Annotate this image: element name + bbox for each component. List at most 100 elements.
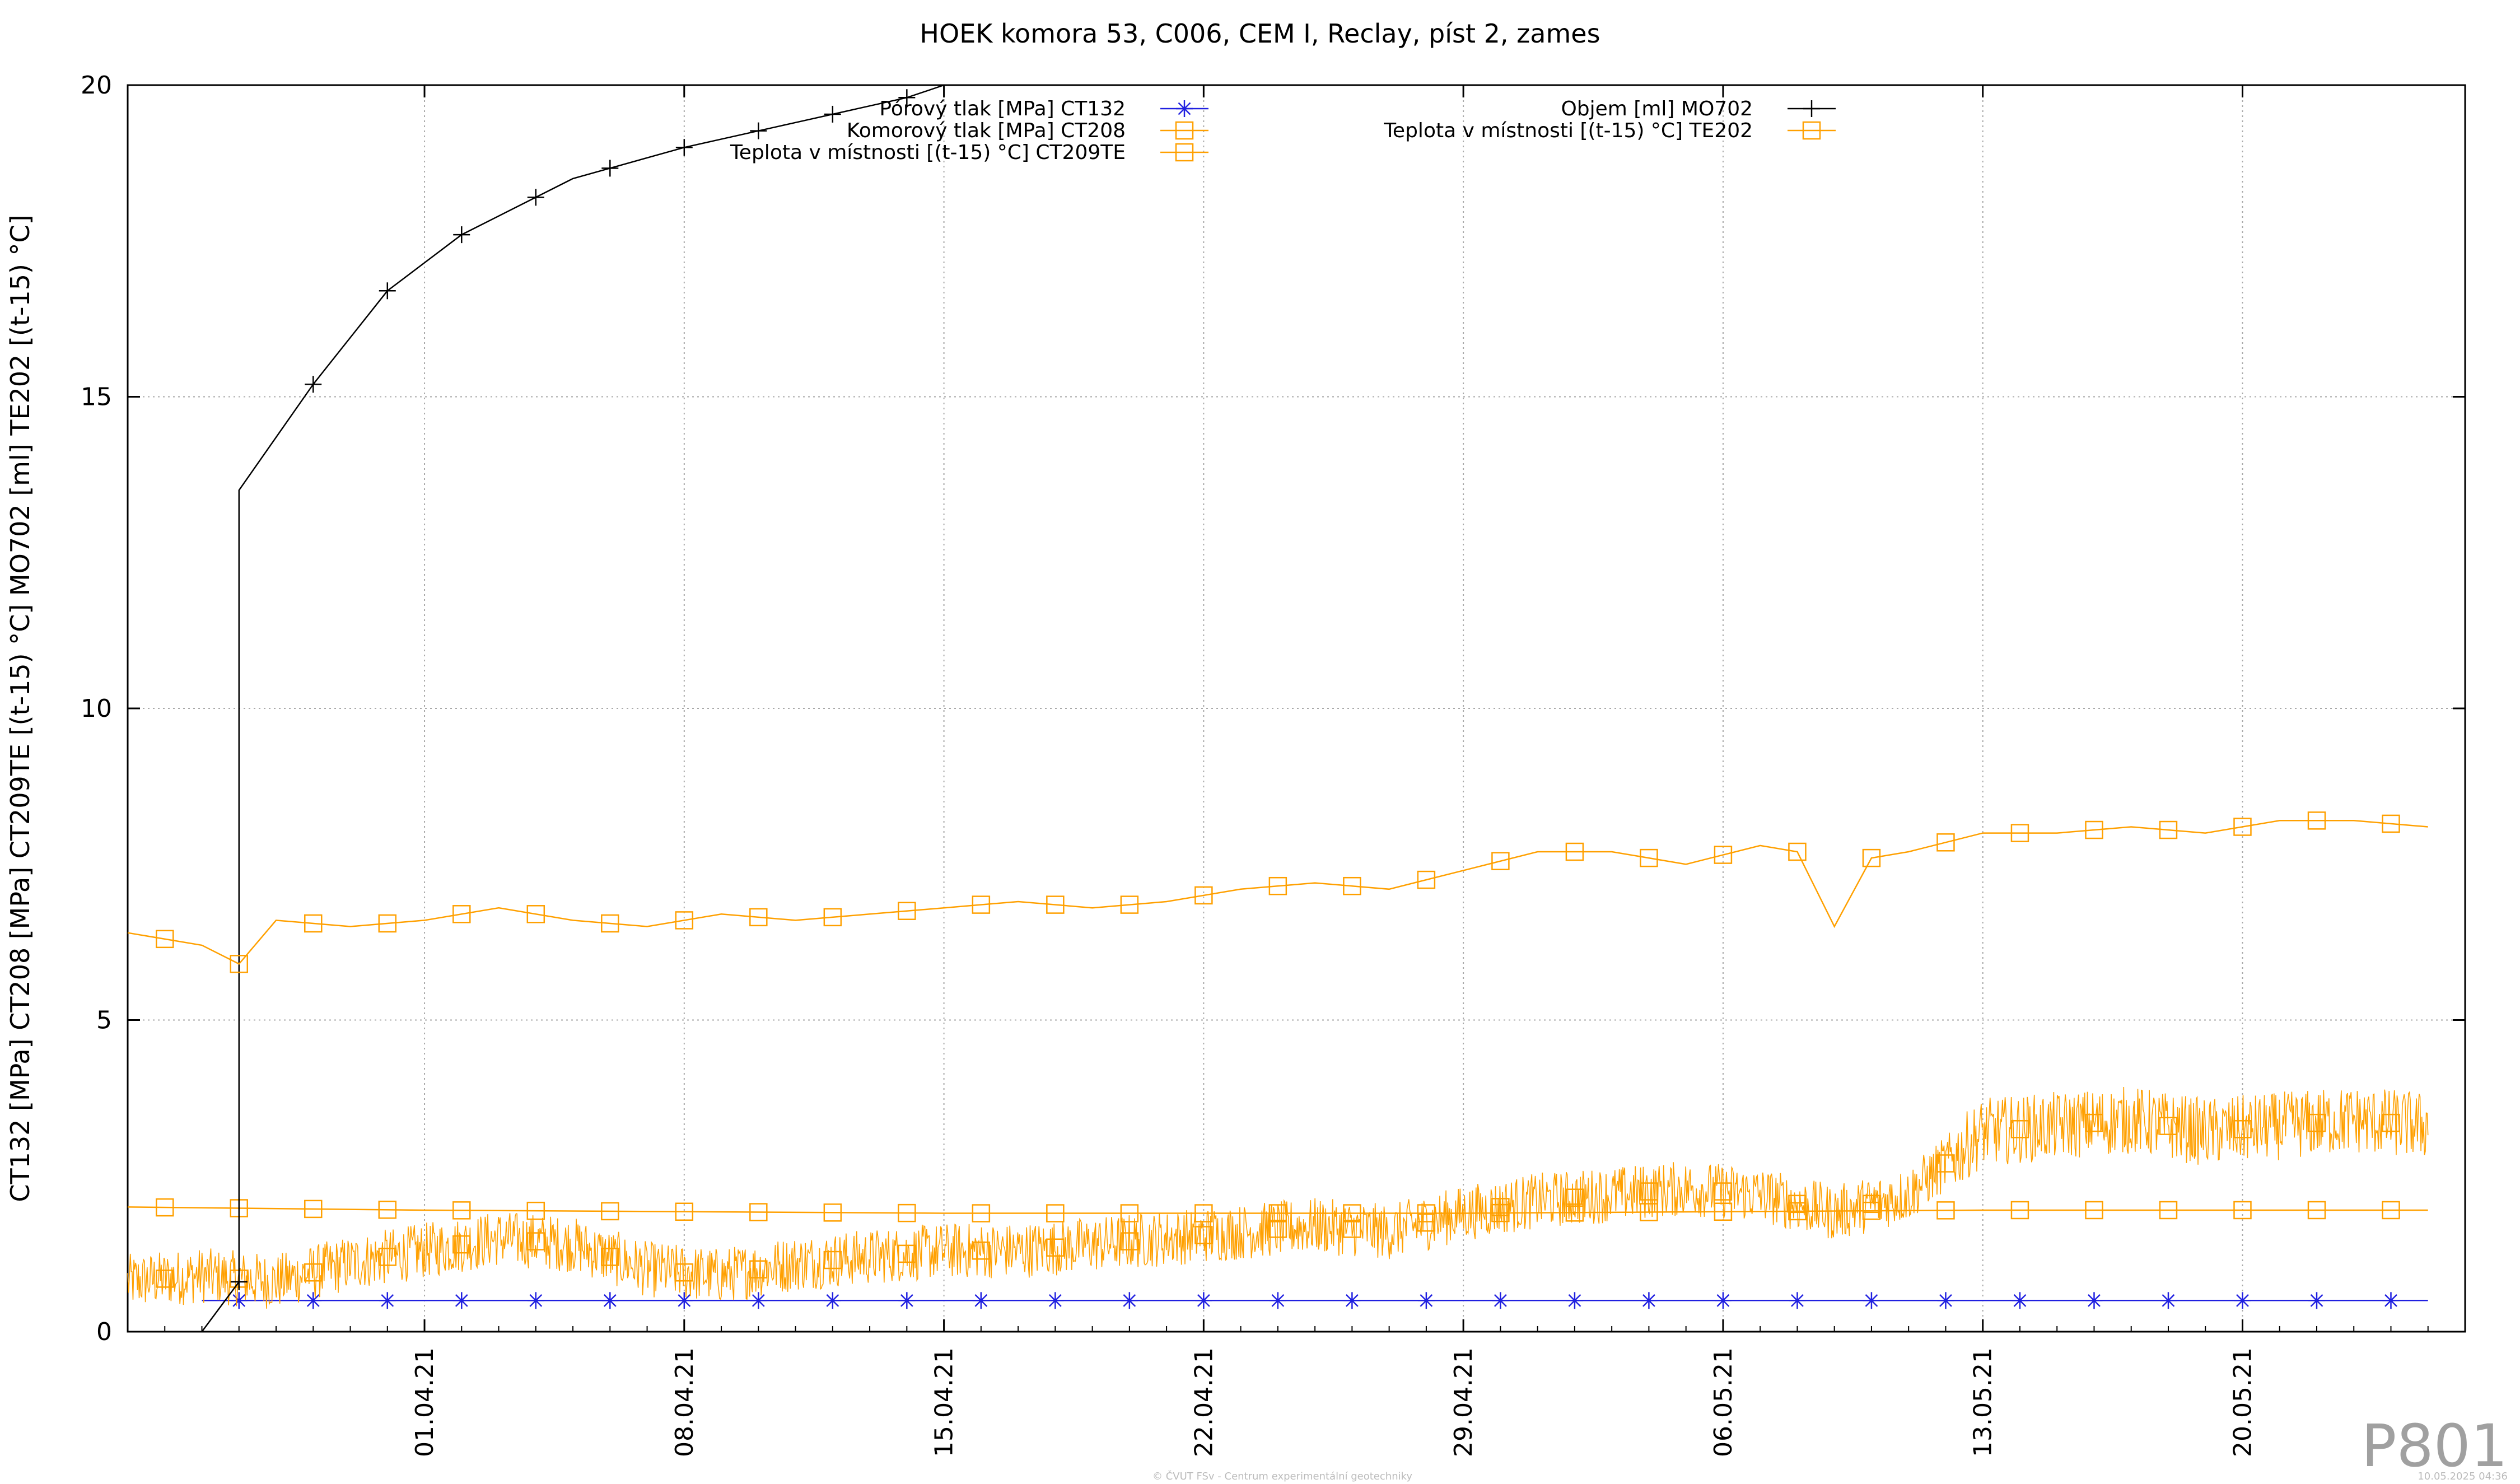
series-2-marker [2382,1113,2400,1132]
series-3-marker [156,1198,174,1217]
series-2-marker [972,1242,991,1260]
legend-label: Komorový tlak [MPa] CT208 [847,119,1126,142]
legend-marker [1176,100,1193,117]
series-2-marker [378,1248,397,1266]
series-1-marker [1121,1292,1138,1309]
series-1-marker [2085,1292,2103,1309]
series-5-marker [156,930,174,949]
series-4-marker [750,122,767,139]
series-1-marker [379,1292,396,1309]
series-5-marker [1268,876,1287,895]
series-1-marker [824,1292,841,1309]
series-1-marker [2011,1292,2028,1309]
y-tick-label: 15 [81,383,112,412]
series-4-line [201,84,944,1332]
series-5-marker [1565,842,1584,861]
series-5-marker [2233,818,2252,836]
watermark: P801 [2362,1412,2508,1480]
y-axis-ticks: 0 5 10 15 20 [81,71,2465,1346]
series-1-marker [972,1292,990,1309]
series-2-marker [1046,1238,1065,1257]
series-3-marker [1417,1204,1436,1222]
series-3-marker [823,1203,842,1222]
series-4-marker [305,376,322,393]
series-3-marker [1046,1204,1065,1222]
series-2-marker [601,1248,619,1266]
series-5-marker [601,914,619,933]
series-3-marker [898,1203,916,1222]
series-2 [127,1086,2429,1309]
series-1-marker [2159,1292,2177,1309]
x-tick-label: 06.05.21 [1709,1347,1738,1457]
series-5-marker [898,902,916,920]
series-5-marker [1491,852,1510,870]
series-3-marker [2010,1201,2029,1220]
series-3-marker [2382,1201,2400,1220]
series-5-marker [1120,895,1139,914]
series-1-marker [527,1292,544,1309]
legend-entry-5: Teplota v místnosti [(t-15) °C] TE202 [1383,119,1836,142]
series-1-marker [230,1292,248,1309]
series-1-marker [1640,1292,1658,1309]
series-3-marker [1194,1204,1213,1222]
series-1-marker [2234,1292,2251,1309]
series-3-marker [1714,1202,1733,1221]
series-3-marker [1788,1202,1807,1221]
legend-marker [1802,121,1821,140]
series-3-marker [1640,1203,1658,1221]
series-3-marker [2159,1201,2178,1220]
series-4-marker [527,189,544,206]
series-4-marker [230,1273,248,1290]
series-5-marker [230,955,249,973]
series-2-marker [304,1263,323,1282]
series-5-marker [823,908,842,927]
series-3-marker [2085,1201,2103,1220]
series-2-marker [1714,1182,1733,1201]
legend-label: Teplota v místnosti [(t-15) °C] TE202 [1383,119,1753,142]
series-3-marker [1936,1201,1955,1220]
series-1-marker [1863,1292,1880,1309]
series-2-marker [1936,1154,1955,1173]
series-2-marker [1194,1226,1213,1244]
series-5-marker [378,914,397,933]
series-5-marker [1417,870,1436,889]
series-4 [201,84,944,1332]
legend-marker [1803,100,1820,117]
series-2-line [127,1086,2429,1309]
footer-credit: © ČVUT FSv - Centrum experimentální geot… [1152,1470,1412,1482]
series-1-marker [1343,1292,1361,1309]
series-1 [202,1292,2428,1309]
series-1-marker [1269,1292,1286,1309]
series-2-marker [2159,1117,2178,1135]
series-2-marker [2233,1120,2252,1138]
series-1-marker [2382,1292,2400,1309]
series-4-marker [675,139,693,156]
series-3-marker [601,1202,619,1221]
series-1-marker [305,1292,322,1309]
series-5-line [127,820,2428,965]
legend-label: Objem [ml] MO702 [1561,97,1753,120]
footer-timestamp: 10.05.2025 04:36 [2418,1471,2508,1482]
series-1-marker [1492,1292,1509,1309]
series-2-marker [749,1260,768,1278]
x-axis-ticks: 01.04.21 08.04.21 15.04.21 22.04.21 29.04.21… [127,85,2466,1457]
series-3-marker [1120,1204,1139,1222]
legend-marker [1175,121,1194,140]
series-layer [127,84,2429,1332]
series-3-marker [2233,1201,2252,1220]
series-5-marker [1862,848,1881,867]
x-tick-label: 13.05.21 [1969,1347,1998,1457]
series-5-marker [304,914,323,933]
x-tick-label: 08.04.21 [670,1347,699,1457]
series-2-marker [823,1250,842,1270]
x-tick-label: 29.04.21 [1449,1347,1478,1457]
series-3-marker [1862,1201,1881,1220]
legend-entry-3: Teplota v místnosti [(t-15) °C] CT209TE [730,141,1208,164]
y-tick-label: 10 [81,694,112,723]
series-2-marker [675,1263,694,1282]
series-3-marker [972,1204,991,1222]
series-2-marker [452,1235,471,1254]
series-5-marker [526,905,545,923]
